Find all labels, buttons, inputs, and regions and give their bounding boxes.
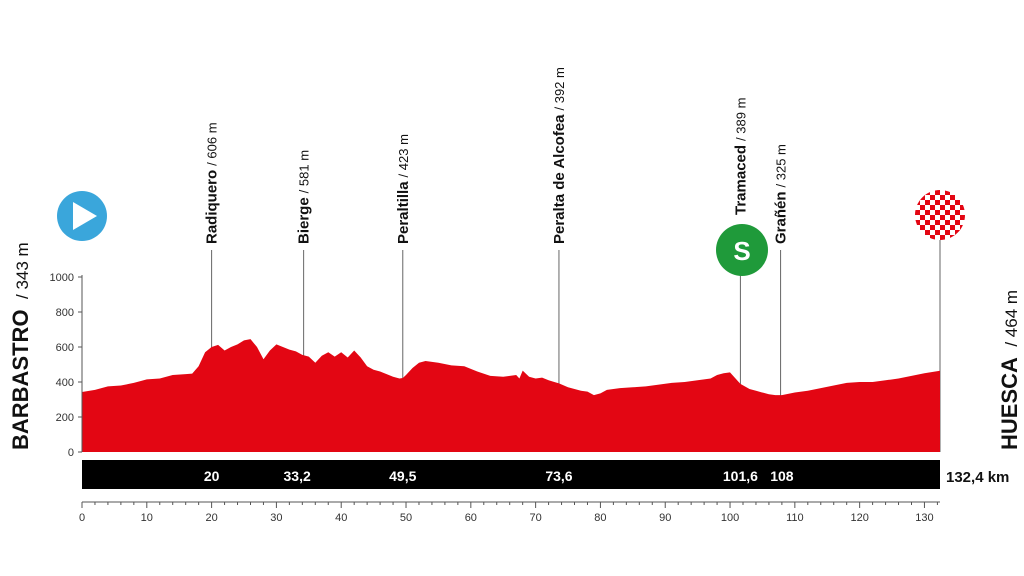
svg-text:Tramaced/ 389 m: Tramaced / 389 m xyxy=(732,98,749,215)
km-mark-label: 33,2 xyxy=(284,468,311,484)
waypoint-name: Tramaced xyxy=(732,145,749,215)
waypoint-altitude: / 581 m xyxy=(297,150,312,193)
x-tick-label: 100 xyxy=(721,512,739,524)
waypoint-altitude: / 423 m xyxy=(396,134,411,177)
waypoint-label: Bierge / 581 m xyxy=(296,150,313,244)
y-tick-label: 800 xyxy=(56,307,74,319)
x-tick-label: 20 xyxy=(205,512,217,524)
x-tick-label: 70 xyxy=(530,512,542,524)
km-mark-label: 49,5 xyxy=(389,468,416,484)
svg-text:Bierge/ 581 m: Bierge / 581 m xyxy=(296,150,313,244)
x-tick-label: 110 xyxy=(786,512,804,524)
elevation-area xyxy=(82,339,940,452)
y-tick-label: 200 xyxy=(56,412,74,424)
waypoint-name: Grañén xyxy=(773,191,790,244)
svg-text:Radiquero/ 606 m: Radiquero / 606 m xyxy=(204,122,221,244)
km-bar xyxy=(82,460,940,489)
svg-text:Peraltilla/ 423 m: Peraltilla / 423 m xyxy=(395,134,412,244)
waypoint-name: Radiquero xyxy=(204,170,221,244)
play-icon xyxy=(57,191,107,241)
finish-city-label: HUESCA / 464 m xyxy=(997,290,1022,450)
finish-city-altitude: / 464 m xyxy=(1002,290,1021,347)
x-tick-label: 30 xyxy=(270,512,282,524)
waypoint-label: Grañén / 325 m xyxy=(773,144,790,244)
waypoint-name: Bierge xyxy=(296,197,313,244)
checkered-flag-icon xyxy=(915,190,965,240)
start-city-name: BARBASTRO xyxy=(8,309,33,450)
svg-text:Peralta de Alcofea/ 392 m: Peralta de Alcofea / 392 m xyxy=(551,67,568,244)
y-axis: 0 200 400 600 800 1000 xyxy=(50,272,83,459)
km-mark-label: 20 xyxy=(204,468,220,484)
total-distance: 132,4 km xyxy=(946,469,1009,486)
waypoint-labels: Radiquero / 606 m Bierge / 581 m Peraltilla /… xyxy=(204,67,790,244)
finish-city-name: HUESCA xyxy=(997,357,1022,450)
x-tick-label: 90 xyxy=(659,512,671,524)
waypoint-altitude: / 606 m xyxy=(205,122,220,165)
x-tick-label: 0 xyxy=(79,512,85,524)
x-tick-label: 60 xyxy=(465,512,477,524)
y-tick-label: 0 xyxy=(68,447,74,459)
waypoint-label: Tramaced / 389 m xyxy=(732,98,749,215)
waypoint-label: Peralta de Alcofea / 392 m xyxy=(551,67,568,244)
start-city-altitude: / 343 m xyxy=(13,242,32,299)
waypoint-altitude: / 392 m xyxy=(552,67,567,110)
waypoint-altitude: / 389 m xyxy=(733,98,748,141)
km-mark-labels: 20 33,2 49,5 73,6 101,6 108 xyxy=(204,468,794,484)
x-tick-label: 120 xyxy=(850,512,868,524)
waypoint-label: Radiquero / 606 m xyxy=(204,122,221,244)
sprint-s-icon: S xyxy=(716,224,768,276)
km-mark-label: 73,6 xyxy=(545,468,572,484)
waypoint-name: Peraltilla xyxy=(395,181,412,244)
x-tick-label: 80 xyxy=(594,512,606,524)
start-city-label: BARBASTRO / 343 m xyxy=(8,242,33,450)
y-tick-label: 600 xyxy=(56,342,74,354)
waypoint-altitude: / 325 m xyxy=(774,144,789,187)
waypoint-name: Peralta de Alcofea xyxy=(551,114,568,244)
km-mark-label: 101,6 xyxy=(723,468,758,484)
y-tick-label: 400 xyxy=(56,377,74,389)
waypoint-label: Peraltilla / 423 m xyxy=(395,134,412,244)
x-tick-label: 10 xyxy=(141,512,153,524)
x-tick-label: 50 xyxy=(400,512,412,524)
svg-text:Grañén/ 325 m: Grañén / 325 m xyxy=(773,144,790,244)
x-axis: 0 10 20 30 40 50 60 70 80 90 100 110 120 130 xyxy=(79,501,940,524)
waypoint-lines xyxy=(211,240,941,452)
x-tick-label: 130 xyxy=(915,512,933,524)
y-tick-label: 1000 xyxy=(50,272,74,284)
sprint-letter: S xyxy=(733,236,750,266)
km-mark-label: 108 xyxy=(770,468,794,484)
x-tick-label: 40 xyxy=(335,512,347,524)
